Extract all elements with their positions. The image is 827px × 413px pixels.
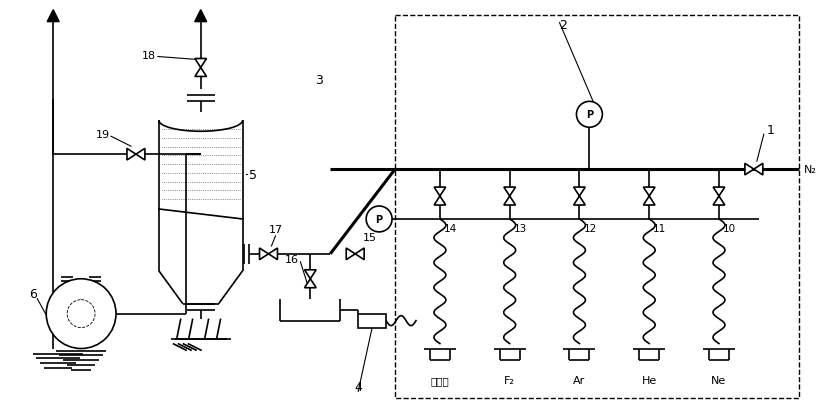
Circle shape [366, 206, 392, 233]
Polygon shape [47, 11, 60, 23]
Text: 1: 1 [767, 123, 775, 136]
Polygon shape [643, 188, 655, 197]
Text: 10: 10 [723, 223, 736, 233]
Polygon shape [304, 270, 316, 279]
Polygon shape [713, 197, 724, 206]
Text: F₂: F₂ [504, 375, 515, 385]
Polygon shape [347, 248, 355, 260]
Text: 19: 19 [96, 130, 110, 140]
Polygon shape [574, 188, 586, 197]
Text: 17: 17 [269, 224, 283, 234]
Polygon shape [754, 164, 762, 176]
Text: He: He [642, 375, 657, 385]
Text: 15: 15 [363, 233, 377, 242]
Text: 6: 6 [29, 287, 37, 301]
Text: 5: 5 [249, 168, 256, 181]
Polygon shape [504, 188, 515, 197]
Text: 16: 16 [284, 254, 299, 264]
Polygon shape [713, 188, 724, 197]
Polygon shape [304, 279, 316, 288]
Text: P: P [586, 110, 593, 120]
Polygon shape [355, 248, 364, 260]
Polygon shape [195, 68, 207, 77]
Polygon shape [127, 149, 136, 161]
Text: 14: 14 [444, 223, 457, 233]
Text: Ar: Ar [573, 375, 586, 385]
Text: 4: 4 [354, 380, 362, 394]
Text: Ne: Ne [711, 375, 727, 385]
Circle shape [46, 279, 116, 349]
Polygon shape [504, 197, 515, 206]
Polygon shape [195, 59, 207, 68]
Polygon shape [434, 188, 446, 197]
Bar [395, 16, 799, 399]
Text: 产品气: 产品气 [431, 375, 449, 385]
Bar [358, 314, 386, 328]
Text: 13: 13 [514, 223, 527, 233]
Text: P: P [375, 214, 383, 224]
Text: 2: 2 [560, 19, 567, 31]
Text: 18: 18 [141, 50, 155, 60]
Polygon shape [194, 11, 207, 23]
Text: 12: 12 [583, 223, 596, 233]
Polygon shape [269, 248, 277, 260]
Polygon shape [745, 164, 754, 176]
Circle shape [576, 102, 602, 128]
Polygon shape [260, 248, 269, 260]
Polygon shape [136, 149, 145, 161]
Text: N₂: N₂ [804, 165, 816, 175]
Text: 11: 11 [653, 223, 667, 233]
Text: 3: 3 [315, 74, 323, 87]
Polygon shape [643, 197, 655, 206]
Polygon shape [574, 197, 586, 206]
Polygon shape [434, 197, 446, 206]
